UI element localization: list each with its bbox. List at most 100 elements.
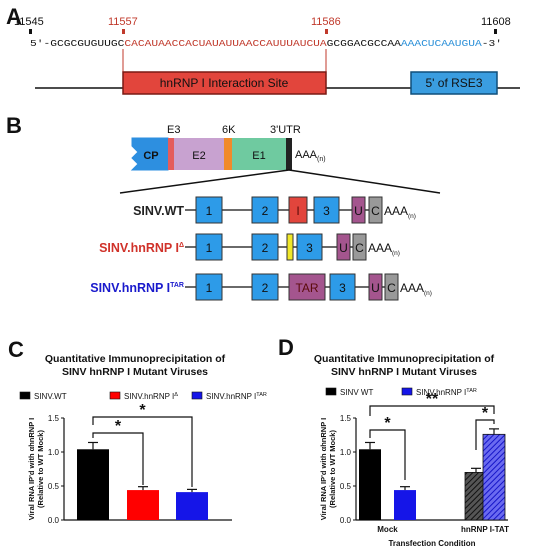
chart-c-ytick-label: 1.5: [48, 414, 60, 423]
chart-c-legend-entry: SINV.hnRNP IΔ: [124, 392, 178, 401]
chart-c-legend-entry: SINV.hnRNP ITAR: [206, 392, 267, 401]
rna-sequence: 5'-GCGCGUGUUGC CACAUAACCACUAUAUUAACCAUUUA…: [30, 38, 502, 49]
chart-d-bar: [394, 490, 416, 520]
construct-box: [251, 196, 279, 224]
construct-box-label: 1: [206, 281, 213, 295]
pos-marker-11586: [325, 29, 328, 34]
chart-d-category-label: Mock: [377, 525, 398, 534]
chart-d-category-label: hnRNP I-TAT: [461, 525, 509, 534]
construct-box-label: U: [354, 204, 363, 218]
chart-c-bar: [77, 449, 109, 520]
construct-box: [368, 196, 383, 224]
genome-bar: CP E2 E1 AAA(n): [130, 137, 326, 171]
chart-c-ytick-label: 1.0: [48, 448, 60, 457]
pos-marker-11608: [494, 29, 497, 34]
construct-box: [251, 273, 279, 301]
chart-c-title-2: SINV hnRNP I Mutant Viruses: [62, 366, 208, 378]
chart-d-sig-1-label: *: [384, 415, 391, 432]
chart-d-legend-swatch: [325, 387, 337, 396]
construct-box-label: U: [339, 241, 348, 255]
pos-marker-11557: [122, 29, 125, 34]
construct-box: [195, 233, 223, 261]
chart-c-legend-swatch: [19, 391, 31, 400]
panel-b-letter: B: [6, 113, 22, 138]
zoom-line-right: [288, 169, 441, 194]
construct-box-label: 3: [306, 241, 313, 255]
chart-c-legend-swatch: [109, 391, 121, 400]
construct-polya: AAA(n): [368, 241, 400, 257]
construct-name: SINV.hnRNP IΔ: [99, 241, 184, 255]
pos-11608: 11608: [481, 16, 511, 28]
pos-11586: 11586: [311, 16, 341, 28]
zoom-line-left: [119, 169, 290, 194]
label-6k: 6K: [222, 124, 236, 136]
construct-box: [296, 233, 323, 261]
construct-box-label: 2: [262, 204, 269, 218]
chart-d-sig-2-label: **: [426, 391, 439, 408]
seg-e2: E2: [192, 150, 205, 162]
chart-c-sig-2-label: *: [139, 402, 146, 419]
chart-d-bar: [359, 449, 381, 520]
chart-d-title-2: SINV hnRNP I Mutant Viruses: [331, 366, 477, 378]
position-markers: 11545 11557 11586 11608: [14, 16, 511, 34]
construct-box-label: C: [371, 204, 380, 218]
chart-c-ytick-label: 0.0: [48, 516, 60, 525]
construct-box: [195, 273, 223, 301]
constructs: SINV.WT 1 2 I 3 U C AAA(n)SINV.hnRNP IΔ 1 2 3 U C AAA…: [90, 196, 432, 301]
chart-c-ytick-label: 0.5: [48, 482, 60, 491]
construct-box-label: 3: [323, 204, 330, 218]
construct-box-label: TAR: [295, 281, 318, 295]
seg-cp: CP: [143, 150, 158, 162]
chart-c-sig-1-label: *: [115, 418, 122, 435]
construct-box: [288, 196, 308, 224]
chart-c-bar: [176, 492, 208, 520]
chart-d-legend-entry: SINV WT: [340, 388, 373, 397]
chart-c-legend-entry: SINV.WT: [34, 392, 67, 401]
construct-box: [329, 273, 356, 301]
construct-polya: AAA(n): [384, 204, 416, 220]
seg-e1: E1: [252, 150, 265, 162]
chart-d-ytick-label: 0.0: [340, 516, 352, 525]
construct-box-label: C: [387, 281, 396, 295]
construct-name: SINV.WT: [133, 204, 184, 218]
chart-d-title-1: Quantitative Immunoprecipitation of: [314, 353, 495, 365]
construct-box: [195, 196, 223, 224]
construct-box-label: 3: [339, 281, 346, 295]
chart-d-ytick-label: 0.5: [340, 482, 352, 491]
genome-segment-labels: E3 6K 3'UTR: [167, 124, 301, 136]
construct-box: [251, 233, 279, 261]
construct-box: [336, 233, 351, 261]
panel-d-letter: D: [278, 335, 294, 360]
chart-c-sig-2: [92, 416, 193, 487]
construct-box: [352, 233, 367, 261]
chart-d-sig-1: [369, 429, 406, 480]
pos-11557: 11557: [108, 16, 138, 28]
construct-box-label: 1: [206, 204, 213, 218]
chart-d-sig-3-label: *: [482, 405, 489, 422]
chart-c-legend-swatch: [191, 391, 203, 400]
pos-marker-11545: [29, 29, 32, 34]
chart-d-legend-entry: SINV.hnRNP ITAR: [416, 388, 477, 397]
construct-box: [288, 273, 326, 301]
construct-box: [286, 233, 294, 261]
rse3-box: [410, 71, 498, 95]
chart-d-ylabel: Viral RNA IP'd with αhnRNP I(Relative to…: [319, 418, 337, 521]
construct-box-label: 1: [206, 241, 213, 255]
chart-d: SINV WT SINV.hnRNP ITAR 0.0 0.5 1.0 1.5Viral …: [319, 387, 509, 548]
construct-box: [313, 196, 340, 224]
label-3utr: 3'UTR: [270, 124, 301, 136]
construct-box: [384, 273, 399, 301]
construct-name: SINV.hnRNP ITAR: [90, 281, 184, 295]
chart-c-bar: [127, 490, 159, 520]
rse3-label: 5' of RSE3: [426, 76, 483, 90]
construct-box-label: 2: [262, 241, 269, 255]
construct-box-label: U: [371, 281, 380, 295]
panel-c-letter: C: [8, 337, 24, 362]
pos-11545: 11545: [14, 16, 44, 28]
panel-a-letter: A: [6, 4, 22, 29]
chart-d-ytick-label: 1.5: [340, 414, 352, 423]
chart-d-xlabel: Transfection Condition: [388, 539, 475, 548]
construct-box: [351, 196, 366, 224]
construct-box-label: 2: [262, 281, 269, 295]
chart-c-title-1: Quantitative Immunoprecipitation of: [45, 353, 226, 365]
